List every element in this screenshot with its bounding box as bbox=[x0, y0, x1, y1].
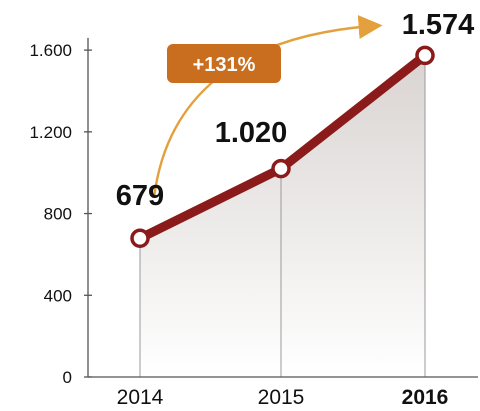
data-label-2015: 1.020 bbox=[215, 117, 288, 149]
x-tick-label: 2016 bbox=[402, 386, 449, 409]
x-tick-label: 2015 bbox=[258, 386, 305, 409]
data-label-2016: 1.574 bbox=[402, 9, 475, 41]
data-point-2016 bbox=[415, 45, 435, 66]
y-tick-label: 1.600 bbox=[29, 41, 72, 60]
y-tick-label: 400 bbox=[44, 286, 72, 305]
area-fill bbox=[140, 55, 425, 378]
data-point-2015 bbox=[271, 158, 291, 179]
growth-badge-label: +131% bbox=[193, 54, 256, 76]
data-label-2014: 679 bbox=[116, 180, 164, 212]
data-point-2014 bbox=[130, 228, 150, 249]
y-tick-label: 0 bbox=[63, 368, 72, 387]
y-tick-label: 1.200 bbox=[29, 123, 72, 142]
y-tick-label: 800 bbox=[44, 205, 72, 224]
x-tick-label: 2014 bbox=[117, 386, 164, 409]
growth-badge bbox=[167, 44, 281, 83]
